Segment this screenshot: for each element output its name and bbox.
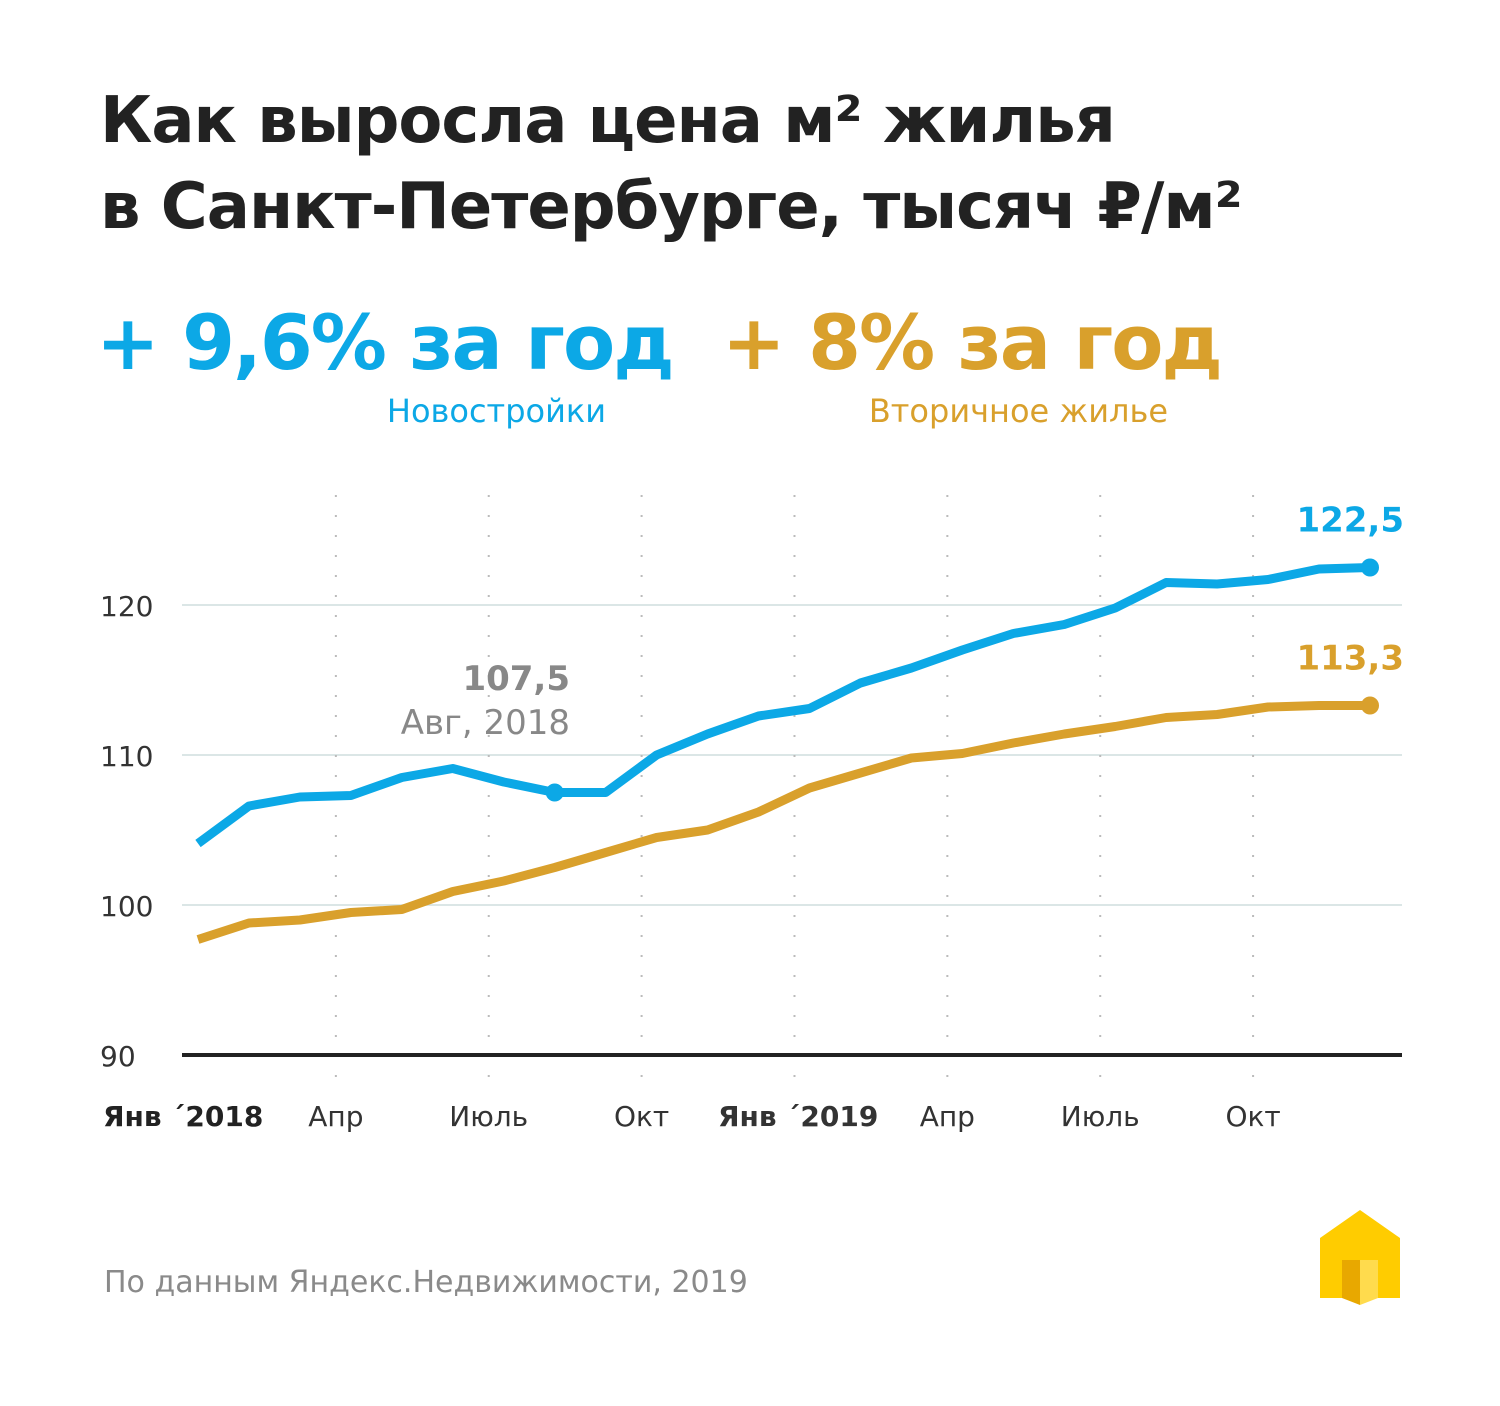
yandex-realty-logo [1320, 1210, 1400, 1305]
x-tick-label: Июль [449, 1100, 528, 1133]
new-builds-growth: + 9,6% за год [96, 298, 675, 387]
annotation-value: 107,5 [462, 659, 570, 699]
x-tick-label: Июль [1061, 1100, 1140, 1133]
annotation-point [1361, 696, 1379, 715]
x-tick-label: Янв ´2018 [103, 1100, 263, 1133]
chart-title: Как выросла цена м² жилья в Санкт-Петерб… [100, 78, 1243, 250]
new-builds-label: Новостройки [386, 392, 606, 430]
series-line-0 [195, 563, 1371, 848]
secondary-growth: + 8% за год [722, 298, 1223, 387]
annotation-point [545, 783, 564, 802]
y-tick-label: 100 [100, 890, 153, 923]
y-tick-label: 90 [100, 1040, 136, 1073]
annotation-label: Авг, 2018 [401, 703, 570, 743]
end-value-label: 113,3 [1296, 639, 1404, 679]
x-tick-label: Апр [308, 1100, 363, 1133]
annotation-point [1361, 558, 1379, 577]
series-line-1 [196, 701, 1370, 944]
source-note: По данным Яндекс.Недвижимости, 2019 [104, 1265, 748, 1300]
title-line-2: в Санкт-Петербурге, тысяч ₽/м² [100, 170, 1243, 244]
x-tick-label: Апр [920, 1100, 975, 1133]
x-tick-label: Янв ´2019 [718, 1100, 878, 1133]
x-tick-label: Окт [614, 1100, 669, 1133]
x-tick-label: Окт [1225, 1100, 1280, 1133]
y-tick-label: 110 [100, 740, 153, 773]
title-line-1: Как выросла цена м² жилья [100, 84, 1116, 158]
y-tick-label: 120 [100, 590, 153, 623]
end-value-label: 122,5 [1296, 501, 1404, 541]
secondary-label: Вторичное жилье [868, 392, 1168, 430]
